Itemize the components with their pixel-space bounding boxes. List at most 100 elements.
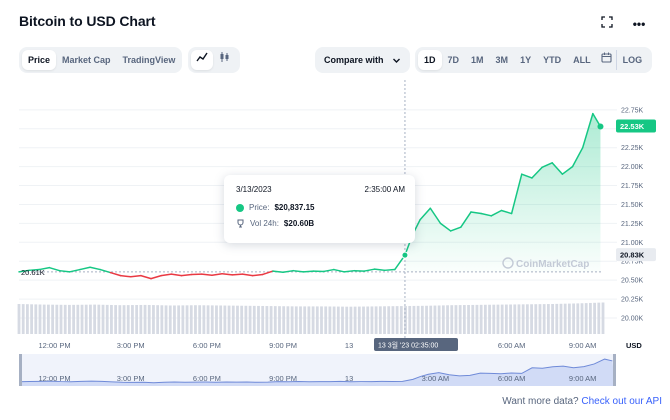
volume-bar xyxy=(362,306,365,334)
line-chart-icon[interactable] xyxy=(191,50,213,70)
volume-bar xyxy=(597,302,601,334)
volume-bar xyxy=(593,302,596,334)
log-scale-toggle[interactable]: LOG xyxy=(615,50,649,70)
price-line-segment xyxy=(38,266,51,271)
range-7d[interactable]: 7D xyxy=(447,55,460,65)
price-line-segment xyxy=(79,266,91,271)
navigator-tick-label: 3:00 PM xyxy=(117,374,145,383)
volume-bar xyxy=(131,305,134,334)
api-link[interactable]: Check out our API xyxy=(581,396,662,407)
more-horizontal-icon[interactable]: ••• xyxy=(632,17,646,31)
volume-bar xyxy=(59,304,63,334)
y-tick-label: 22.75K xyxy=(621,107,644,114)
crosshair-price-badge xyxy=(616,248,656,262)
volume-bar xyxy=(114,305,118,334)
volume-bar xyxy=(51,304,55,334)
volume-bar xyxy=(328,306,332,334)
tooltip-price-label: Price: xyxy=(249,203,270,212)
calendar-icon[interactable] xyxy=(597,50,616,70)
volume-bar xyxy=(391,306,395,334)
price-tooltip: 3/13/2023 2:35:00 AM Price: $20,837.15 V… xyxy=(224,175,415,243)
volume-bar xyxy=(584,303,588,334)
price-line-segment xyxy=(150,274,162,280)
volume-bar xyxy=(513,304,517,334)
price-line-segment xyxy=(109,271,122,277)
price-line-segment xyxy=(292,269,305,273)
tab-price[interactable]: Price xyxy=(22,50,57,70)
volume-bar xyxy=(420,305,424,334)
volume-bar xyxy=(110,304,113,334)
volume-bar xyxy=(378,306,382,334)
volume-bar xyxy=(278,306,281,334)
volume-bar xyxy=(446,305,449,334)
price-line-segment xyxy=(99,268,112,274)
tab-tradingview[interactable]: TradingView xyxy=(122,55,176,65)
volume-bar xyxy=(496,304,500,334)
price-line-segment xyxy=(470,211,482,215)
price-dot-icon xyxy=(236,203,244,212)
volume-bar xyxy=(215,305,218,334)
price-chart[interactable]: 22.75K22.50K22.25K22.00K21.75K21.50K21.2… xyxy=(0,78,670,420)
volume-bar xyxy=(441,305,445,334)
chart-title: Bitcoin to USD Chart xyxy=(19,13,156,29)
range-1m[interactable]: 1M xyxy=(471,55,484,65)
volume-bar xyxy=(374,306,378,334)
volume-bar xyxy=(30,304,34,334)
range-3m[interactable]: 3M xyxy=(495,55,509,65)
compare-with-dropdown[interactable]: Compare with xyxy=(315,47,410,73)
price-line-segment xyxy=(119,274,132,278)
volume-bar xyxy=(483,304,487,334)
price-line-segment xyxy=(581,112,594,149)
coinmarketcap-logo-icon xyxy=(502,257,514,269)
volume-bar xyxy=(122,305,126,334)
volume-bar xyxy=(555,303,559,334)
navigator-tick-label: 13 xyxy=(345,374,353,383)
navigator-handle-right xyxy=(613,354,616,386)
volume-bar xyxy=(601,302,605,334)
volume-bar xyxy=(509,304,512,334)
price-line-segment xyxy=(262,270,274,276)
compare-with-label: Compare with xyxy=(324,55,384,65)
volume-bar xyxy=(168,305,172,334)
tooltip-volume-value: $20.60B xyxy=(283,219,315,228)
volume-bar xyxy=(290,306,294,334)
volume-bar xyxy=(450,305,454,334)
volume-bar xyxy=(38,304,42,334)
navigator-handle-left xyxy=(19,354,22,386)
y-tick-label: 22.00K xyxy=(621,164,644,171)
volume-bar xyxy=(185,305,189,334)
volume-bar xyxy=(244,305,248,334)
volume-bar xyxy=(147,304,151,334)
price-line-segment xyxy=(419,207,432,221)
price-area-fill xyxy=(404,113,601,272)
volume-bar xyxy=(164,305,168,334)
range-1d[interactable]: 1D xyxy=(418,50,442,70)
range-ytd[interactable]: YTD xyxy=(543,55,562,65)
volume-bar xyxy=(408,305,412,334)
footer-text: Want more data? xyxy=(502,396,579,407)
price-line-segment xyxy=(510,173,523,215)
volume-bar xyxy=(412,305,416,334)
volume-bar xyxy=(198,305,202,334)
price-line-segment xyxy=(333,268,345,273)
volume-bar xyxy=(189,305,193,334)
volume-bar xyxy=(156,305,160,334)
range-1y[interactable]: 1Y xyxy=(520,55,532,65)
candlestick-icon[interactable] xyxy=(213,50,235,70)
volume-bar xyxy=(572,303,575,334)
volume-bar xyxy=(194,305,197,334)
volume-bar xyxy=(492,304,496,334)
volume-bar xyxy=(97,304,101,334)
range-all[interactable]: ALL xyxy=(573,55,591,65)
y-tick-label: 21.00K xyxy=(621,240,644,247)
price-line-segment xyxy=(480,212,493,217)
chart-type-group xyxy=(188,47,240,73)
expand-icon[interactable] xyxy=(599,16,615,32)
volume-bar xyxy=(320,306,323,334)
volume-bar xyxy=(299,306,302,334)
volume-bar xyxy=(173,305,176,334)
volume-bar xyxy=(353,306,357,334)
volume-bar xyxy=(563,303,567,334)
current-price-badge xyxy=(616,119,656,133)
tab-market-cap[interactable]: Market Cap xyxy=(62,55,111,65)
